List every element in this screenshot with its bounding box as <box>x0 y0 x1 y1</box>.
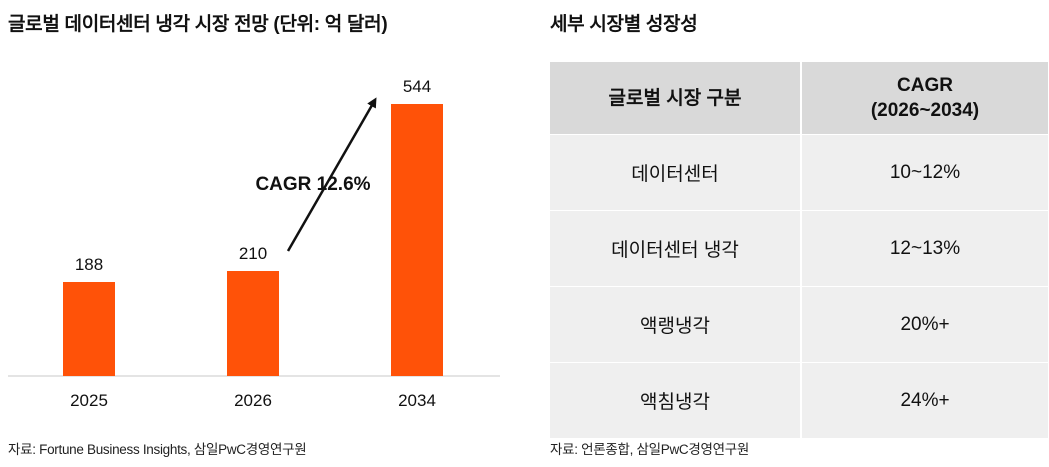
chart-source: 자료: Fortune Business Insights, 삼일PwC경영연구… <box>8 442 307 457</box>
table-header-row: 글로벌 시장 구분 CAGR (2026~2034) <box>550 62 1048 135</box>
row-cagr: 20%+ <box>801 286 1048 363</box>
cagr-arrow <box>286 97 377 252</box>
bar <box>227 271 279 376</box>
bar <box>391 104 443 376</box>
row-cagr: 10~12% <box>801 134 1048 211</box>
row-market: 액랭냉각 <box>550 286 802 363</box>
bar-chart: 188 2025 210 2026 544 2034 CAGR 12.6% <box>8 77 500 410</box>
header-market: 글로벌 시장 구분 <box>550 62 802 135</box>
row-market: 데이터센터 <box>550 134 802 211</box>
row-cagr: 24%+ <box>801 362 1048 439</box>
table-title: 세부 시장별 성장성 <box>550 14 698 35</box>
x-tick-label: 2025 <box>70 391 108 410</box>
table-row: 액침냉각 24%+ <box>550 362 1048 439</box>
cagr-annotation: CAGR 12.6% <box>255 174 370 195</box>
table-row: 데이터센터 10~12% <box>550 134 1048 211</box>
data-label: 544 <box>403 77 431 96</box>
table-row: 데이터센터 냉각 12~13% <box>550 210 1048 287</box>
x-tick-label: 2026 <box>234 391 272 410</box>
header-cagr-period: (2026~2034) <box>870 100 980 121</box>
table-row: 액랭냉각 20%+ <box>550 286 1048 363</box>
header-cagr-label: CAGR <box>897 75 953 96</box>
data-label: 210 <box>239 244 267 263</box>
table-source: 자료: 언론종합, 삼일PwC경영연구원 <box>550 442 749 457</box>
growth-table: 글로벌 시장 구분 CAGR (2026~2034) 데이터센터 10~12% … <box>550 62 1048 439</box>
bar <box>63 282 115 376</box>
row-market: 액침냉각 <box>550 362 802 439</box>
row-market: 데이터센터 냉각 <box>550 210 802 287</box>
x-tick-label: 2034 <box>398 391 436 410</box>
data-label: 188 <box>75 255 103 274</box>
header-cagr: CAGR (2026~2034) <box>801 62 1048 135</box>
row-cagr: 12~13% <box>801 210 1048 287</box>
chart-title: 글로벌 데이터센터 냉각 시장 전망 (단위: 억 달러) <box>8 14 388 35</box>
